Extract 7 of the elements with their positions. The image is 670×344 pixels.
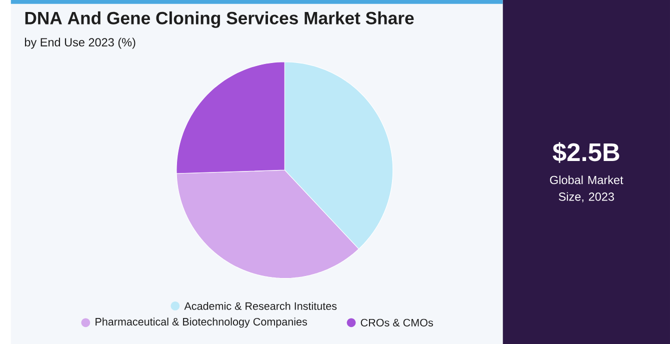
legend-label: Academic & Research Institutes [184, 302, 337, 310]
chart-subtitle: by End Use 2023 (%) [24, 38, 136, 49]
legend-label: CROs & CMOs [360, 318, 433, 326]
legend-label: Pharmaceutical & Biotechnology Companies [96, 317, 308, 328]
text: Global Market Size, 2023 [550, 175, 624, 202]
chart-title: DNA And Gene Cloning Services Market Share [25, 11, 414, 28]
text: $2.5B [552, 142, 620, 163]
